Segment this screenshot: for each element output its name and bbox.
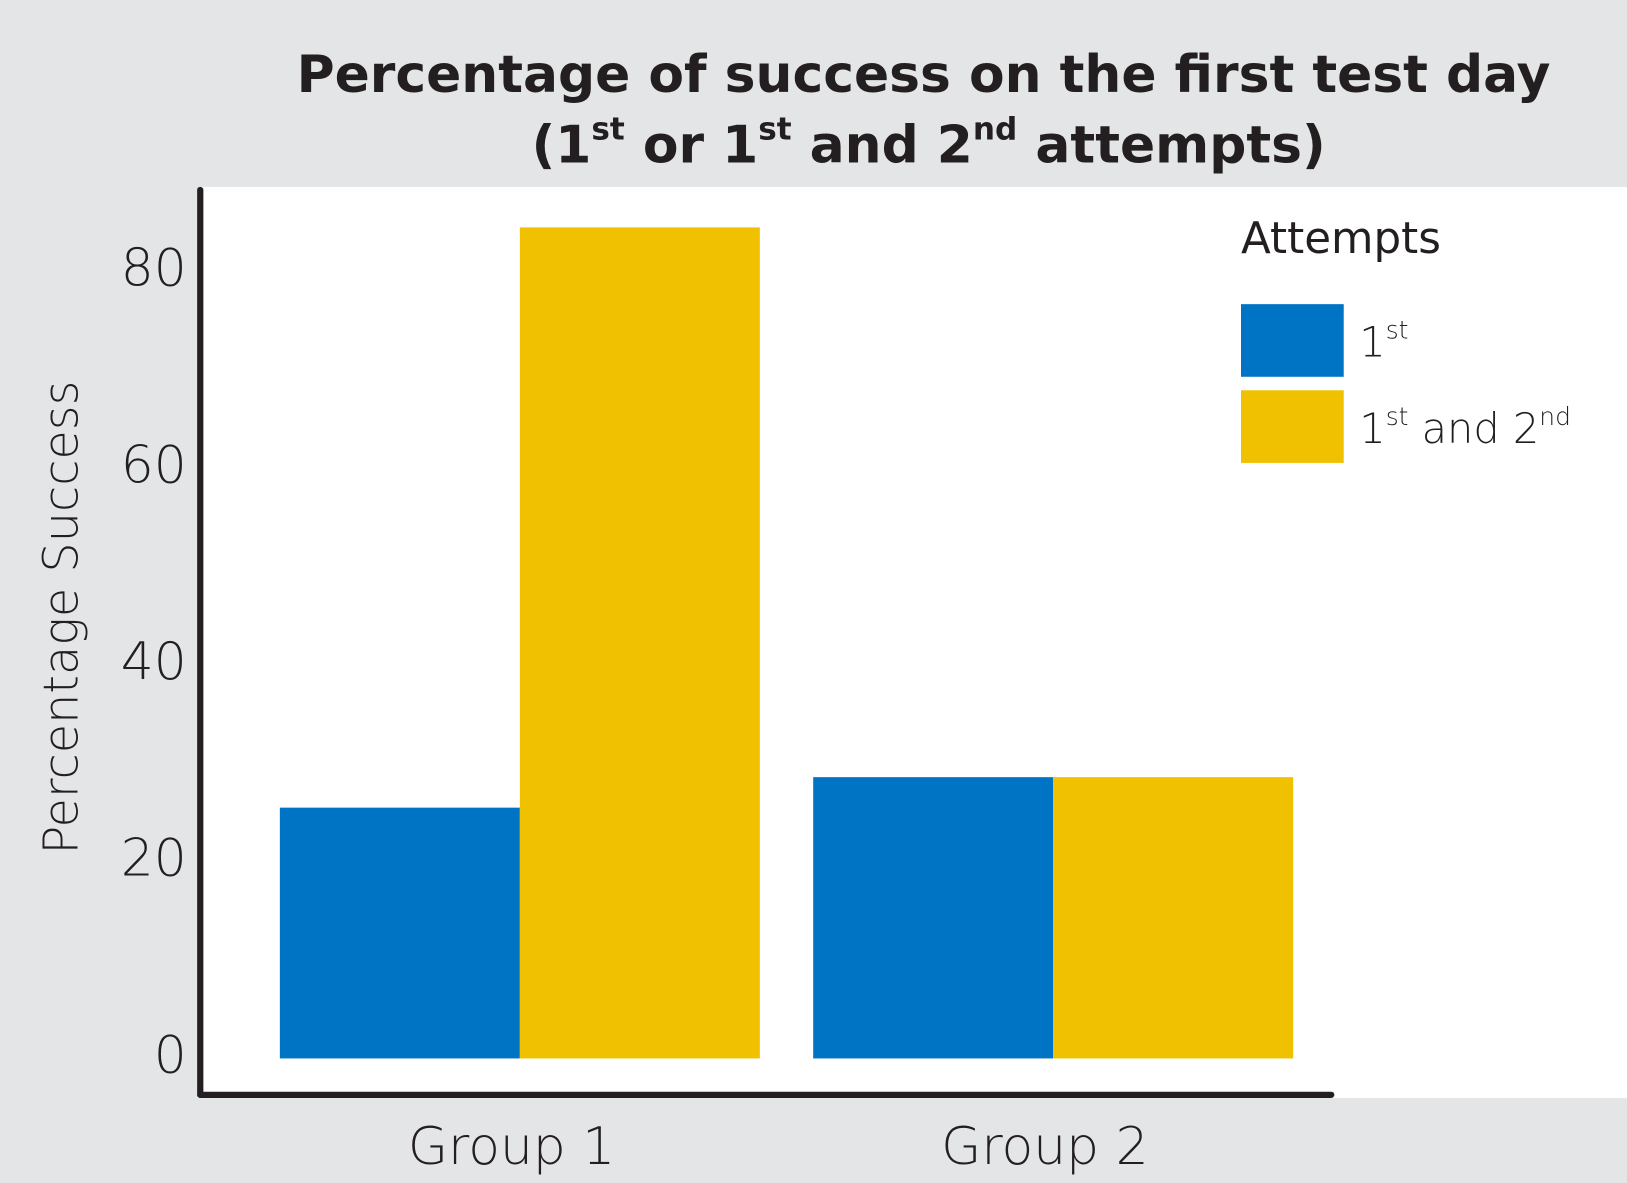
y-tick-label: 60 [121, 435, 187, 495]
legend-swatch [1241, 304, 1344, 377]
y-tick-label: 80 [121, 239, 187, 299]
bar [519, 227, 760, 1059]
bar [813, 777, 1054, 1059]
y-axis-label: Percentage Success [34, 380, 89, 854]
y-tick-label: 0 [154, 1025, 187, 1085]
x-tick-label: Group 1 [408, 1117, 615, 1177]
legend-title: Attempts [1241, 214, 1441, 264]
legend-swatch [1241, 390, 1344, 463]
bar [279, 807, 520, 1059]
legend-label: 1st and 2nd [1359, 401, 1571, 453]
chart-title: Percentage of success on the first test … [297, 45, 1551, 105]
chart-subtitle: (1st or 1st and 2nd attempts) [532, 112, 1326, 176]
x-tick-label: Group 2 [941, 1117, 1148, 1177]
legend-label: 1st [1359, 315, 1408, 367]
y-tick-label: 40 [121, 632, 187, 692]
y-tick-label: 20 [121, 829, 187, 889]
bar [1053, 777, 1294, 1059]
